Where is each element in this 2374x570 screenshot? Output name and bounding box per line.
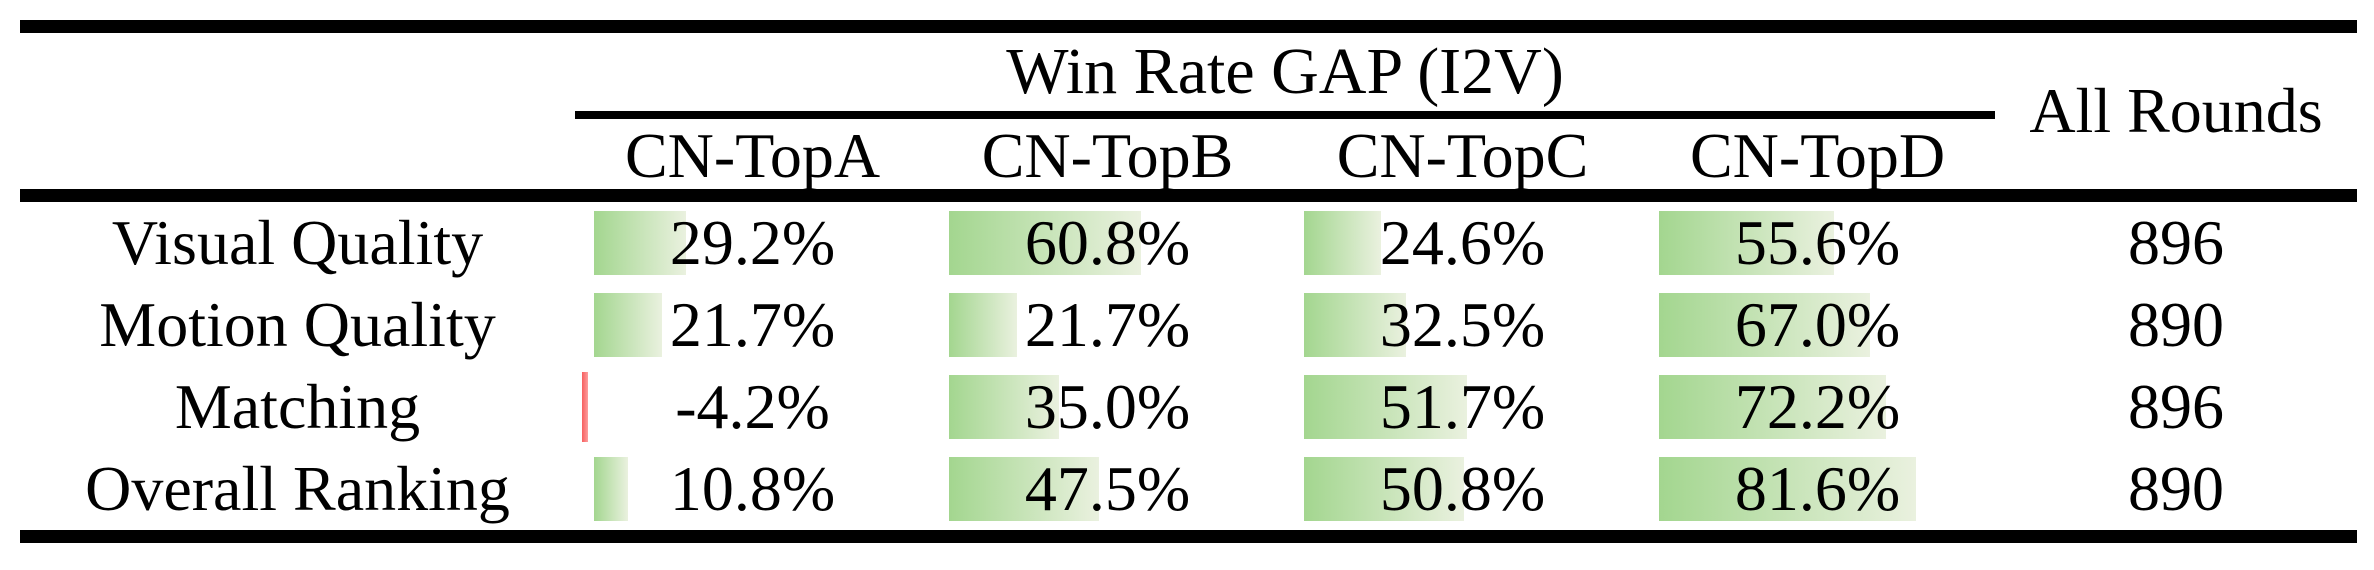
positive-data-bar <box>1659 211 1834 275</box>
group-header-underline <box>575 111 1995 119</box>
row-label: Overall Ranking <box>85 453 510 524</box>
positive-data-bar <box>949 375 1059 439</box>
cell-value: 51.7% <box>1379 371 1546 442</box>
positive-data-bar <box>1304 293 1406 357</box>
positive-data-bar <box>1304 457 1464 521</box>
positive-data-bar <box>949 293 1017 357</box>
cell-value: 29.2% <box>669 207 836 278</box>
cell-value: 47.5% <box>1024 453 1191 524</box>
negative-data-bar <box>582 372 588 442</box>
positive-data-bar <box>594 457 628 521</box>
group-header-title: Win Rate GAP (I2V) <box>1006 35 1564 108</box>
column-header-all-rounds: All Rounds <box>2029 75 2323 146</box>
cell-value: 81.6% <box>1734 453 1901 524</box>
table-row: Motion Quality 21.7% 21.7% 32.5% 67.0% 890 <box>20 284 2357 366</box>
positive-data-bar <box>1304 375 1467 439</box>
data-cell: 51.7% <box>1285 366 1640 448</box>
positive-data-bar <box>1659 375 1886 439</box>
cell-value: 67.0% <box>1734 289 1901 360</box>
cell-value: -4.2% <box>675 371 830 442</box>
row-label: Matching <box>174 371 421 442</box>
data-cell: 67.0% <box>1640 284 1995 366</box>
positive-data-bar <box>594 211 686 275</box>
table-bottom-rule <box>20 530 2357 543</box>
column-header-cn-topd: CN-TopD <box>1689 120 1946 191</box>
data-cell: 60.8% <box>930 202 1285 284</box>
header-spacer <box>20 33 575 189</box>
positive-data-bar <box>1304 211 1381 275</box>
cell-value: 72.2% <box>1734 371 1901 442</box>
column-header-cn-topb: CN-TopB <box>981 120 1234 191</box>
table-top-rule <box>20 20 2357 33</box>
data-cell: -4.2% <box>575 366 930 448</box>
table: Win Rate GAP (I2V) CN-TopA CN-TopB CN-To… <box>20 20 2357 543</box>
table-header: Win Rate GAP (I2V) CN-TopA CN-TopB CN-To… <box>20 33 2357 191</box>
table-body: Visual Quality 29.2% 60.8% 24.6% 55.6% 896 Mot… <box>20 202 2357 530</box>
group-header-block: Win Rate GAP (I2V) CN-TopA CN-TopB CN-To… <box>575 33 1995 191</box>
data-cell: 21.7% <box>930 284 1285 366</box>
all-rounds-value: 896 <box>2128 207 2224 278</box>
positive-data-bar <box>1659 457 1916 521</box>
data-cell: 81.6% <box>1640 448 1995 530</box>
data-cell: 47.5% <box>930 448 1285 530</box>
row-label: Visual Quality <box>111 207 484 278</box>
data-cell: 10.8% <box>575 448 930 530</box>
cell-value: 21.7% <box>669 289 836 360</box>
cell-value: 21.7% <box>1024 289 1191 360</box>
cell-value: 32.5% <box>1379 289 1546 360</box>
data-cell: 35.0% <box>930 366 1285 448</box>
data-cell: 72.2% <box>1640 366 1995 448</box>
cell-value: 55.6% <box>1734 207 1901 278</box>
cell-value: 60.8% <box>1024 207 1191 278</box>
positive-data-bar <box>949 211 1141 275</box>
data-cell: 32.5% <box>1285 284 1640 366</box>
table-row: Matching -4.2% 35.0% 51.7% 72.2% 896 <box>20 366 2357 448</box>
positive-data-bar <box>1659 293 1870 357</box>
table-header-rule <box>20 189 2357 202</box>
table-row: Overall Ranking 10.8% 47.5% 50.8% 81.6% 890 <box>20 448 2357 530</box>
data-cell: 21.7% <box>575 284 930 366</box>
column-header-cn-topc: CN-TopC <box>1336 120 1589 191</box>
all-rounds-value: 890 <box>2128 289 2224 360</box>
row-label: Motion Quality <box>99 289 496 360</box>
all-rounds-value: 896 <box>2128 371 2224 442</box>
all-rounds-value: 890 <box>2128 453 2224 524</box>
positive-data-bar <box>949 457 1099 521</box>
cell-value: 24.6% <box>1379 207 1546 278</box>
data-cell: 50.8% <box>1285 448 1640 530</box>
column-headers: CN-TopA CN-TopB CN-TopC CN-TopD <box>575 119 1995 191</box>
data-cell: 24.6% <box>1285 202 1640 284</box>
positive-data-bar <box>594 293 662 357</box>
data-cell: 29.2% <box>575 202 930 284</box>
cell-value: 50.8% <box>1379 453 1546 524</box>
column-header-cn-topa: CN-TopA <box>624 120 881 191</box>
cell-value: 35.0% <box>1024 371 1191 442</box>
cell-value: 10.8% <box>669 453 836 524</box>
data-cell: 55.6% <box>1640 202 1995 284</box>
table-row: Visual Quality 29.2% 60.8% 24.6% 55.6% 896 <box>20 202 2357 284</box>
